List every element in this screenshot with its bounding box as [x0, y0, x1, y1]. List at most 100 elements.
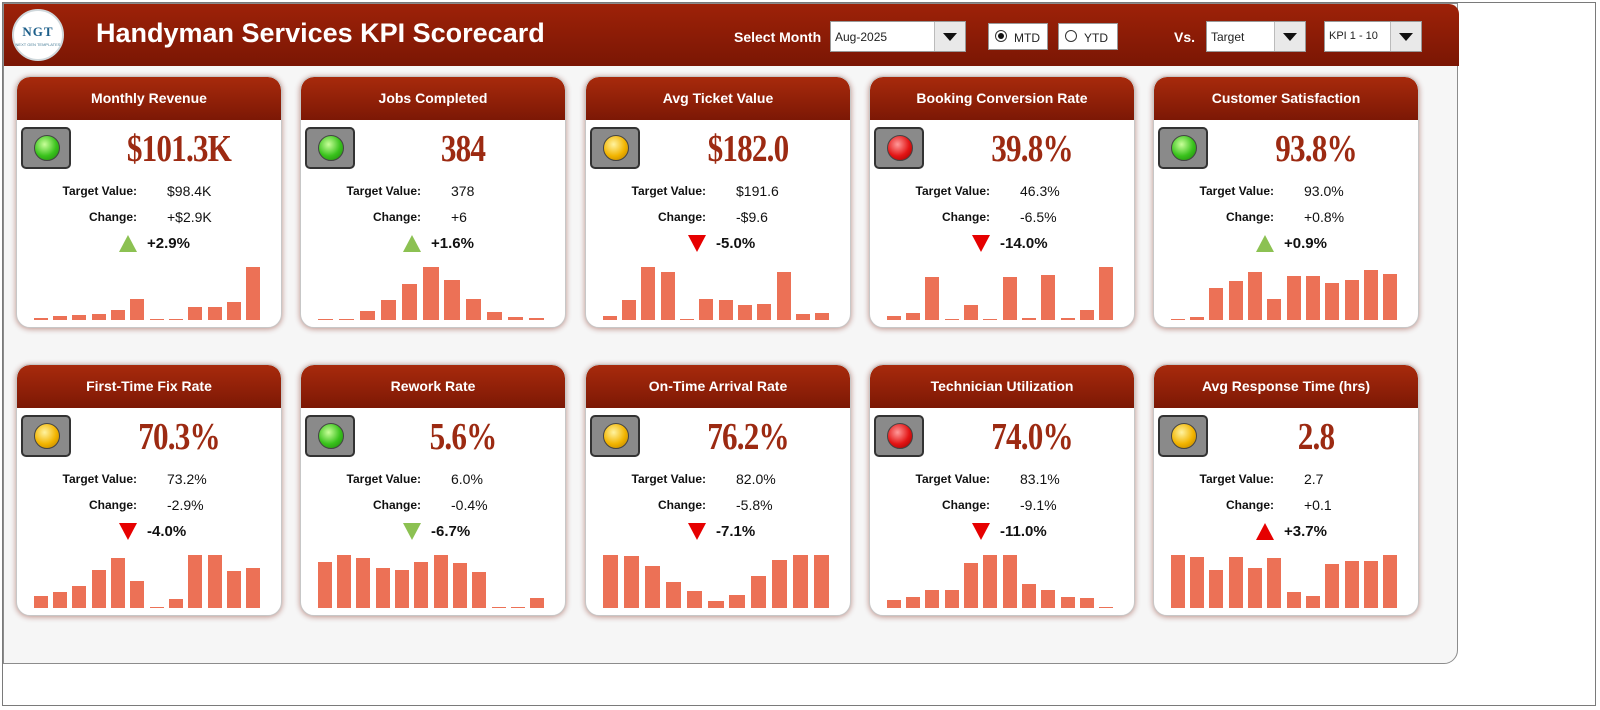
- change-percent: -5.0%: [716, 235, 756, 252]
- change-percent: +0.9%: [1284, 235, 1327, 252]
- target-value: 83.1%: [1020, 471, 1060, 487]
- change-value: -$9.6: [736, 209, 768, 225]
- change-value: +0.1: [1304, 497, 1332, 513]
- trend-bar: [91, 313, 106, 320]
- logo-text: NGT: [22, 24, 54, 39]
- target-label: Target Value:: [62, 472, 137, 486]
- chevron-down-icon[interactable]: [1274, 22, 1305, 51]
- trend-bar: [925, 589, 940, 608]
- radio-unselected-icon: [1065, 30, 1077, 42]
- change-percent: -6.7%: [431, 523, 471, 540]
- trend-bar: [925, 277, 940, 320]
- trend-bar: [486, 311, 502, 320]
- logo-subtext: NEXT GEN TEMPLATES: [15, 42, 61, 47]
- trend-bar: [111, 557, 125, 608]
- trend-bar: [130, 580, 145, 608]
- kpi-title: First-Time Fix Rate: [86, 378, 212, 394]
- trend-bar: [1248, 272, 1262, 320]
- trend-bar: [169, 318, 183, 320]
- kpi-title: Booking Conversion Rate: [916, 90, 1088, 106]
- trend-bar: [53, 316, 67, 320]
- trend-bar: [622, 300, 636, 320]
- change-value: +6: [451, 209, 467, 225]
- trend-bar: [983, 318, 998, 320]
- ytd-label: YTD: [1084, 31, 1108, 45]
- change-percent: -7.1%: [716, 523, 756, 540]
- up-arrow-icon: [1256, 235, 1274, 252]
- target-value: 378: [451, 183, 475, 199]
- traffic-light-icon: [874, 415, 924, 457]
- kpi-range-value: KPI 1 - 10: [1329, 30, 1378, 42]
- target-value: 82.0%: [736, 471, 776, 487]
- mtd-radio[interactable]: MTD: [988, 23, 1048, 50]
- trend-bar: [246, 266, 261, 320]
- trend-bar: [750, 575, 766, 608]
- trend-bar: [815, 313, 830, 320]
- kpi-card-header: Rework Rate: [301, 365, 565, 408]
- kpi-value: 70.3%: [138, 416, 220, 458]
- chevron-down-icon[interactable]: [1390, 22, 1421, 51]
- trend-bar: [111, 310, 125, 320]
- trend-bar: [641, 266, 656, 320]
- trend-bar: [395, 570, 409, 608]
- trend-bar: [337, 554, 351, 608]
- compare-dropdown[interactable]: Target: [1206, 21, 1306, 52]
- trend-bar: [381, 300, 397, 320]
- status-red-light-icon: [887, 135, 913, 161]
- trend-bar: [1364, 269, 1378, 320]
- change-percent: -4.0%: [147, 523, 187, 540]
- trend-bar: [91, 569, 106, 608]
- down-arrow-icon: [688, 235, 706, 252]
- month-dropdown[interactable]: Aug-2025: [830, 21, 966, 52]
- trend-bar: [757, 304, 772, 320]
- traffic-light-icon: [590, 415, 640, 457]
- trend-bar: [776, 271, 791, 320]
- trend-bar: [1306, 596, 1320, 608]
- kpi-card: Avg Response Time (hrs) 2.8 Target Value…: [1153, 364, 1419, 616]
- kpi-title: On-Time Arrival Rate: [648, 378, 788, 394]
- trend-bar: [465, 298, 481, 320]
- trend-bar: [1383, 554, 1398, 608]
- kpi-card-header: Monthly Revenue: [17, 77, 281, 120]
- change-percent: -14.0%: [1000, 235, 1048, 252]
- trend-bar: [699, 298, 714, 320]
- trend-bar: [1267, 557, 1282, 608]
- trend-bar: [1286, 592, 1301, 608]
- trend-bar: [207, 306, 222, 320]
- trend-bar: [1002, 277, 1017, 320]
- kpi-card-header: Avg Ticket Value: [586, 77, 850, 120]
- change-label: Change:: [1226, 498, 1274, 512]
- trend-bar: [1383, 274, 1398, 320]
- traffic-light-icon: [305, 415, 355, 457]
- chevron-down-icon[interactable]: [934, 22, 965, 51]
- trend-bar: [1228, 281, 1243, 320]
- trend-bar: [906, 596, 920, 608]
- status-green-light-icon: [318, 423, 344, 449]
- trend-bar: [983, 554, 998, 608]
- kpi-value: 39.8%: [991, 128, 1073, 170]
- trend-bar: [472, 572, 487, 608]
- trend-bar: [1190, 316, 1204, 320]
- trend-chart: [315, 550, 547, 608]
- kpi-card: First-Time Fix Rate 70.3% Target Value: …: [16, 364, 282, 616]
- ytd-radio[interactable]: YTD: [1058, 23, 1118, 50]
- trend-bar: [1286, 275, 1301, 320]
- kpi-title: Rework Rate: [390, 378, 476, 394]
- trend-bar: [1209, 570, 1224, 608]
- trend-bar: [666, 581, 682, 608]
- status-yellow-light-icon: [603, 135, 629, 161]
- traffic-light-icon: [21, 415, 71, 457]
- change-label: Change:: [942, 498, 990, 512]
- kpi-card-header: Booking Conversion Rate: [870, 77, 1134, 120]
- trend-bar: [813, 554, 830, 608]
- trend-chart: [31, 550, 263, 608]
- trend-bar: [360, 311, 376, 320]
- trend-chart: [1168, 550, 1400, 608]
- trend-bar: [149, 318, 164, 320]
- trend-bar: [718, 299, 733, 320]
- vs-label: Vs.: [1174, 29, 1196, 45]
- trend-bar: [188, 307, 203, 320]
- change-percent: +1.6%: [431, 235, 474, 252]
- trend-bar: [423, 267, 439, 320]
- kpi-range-dropdown[interactable]: KPI 1 - 10: [1324, 21, 1422, 52]
